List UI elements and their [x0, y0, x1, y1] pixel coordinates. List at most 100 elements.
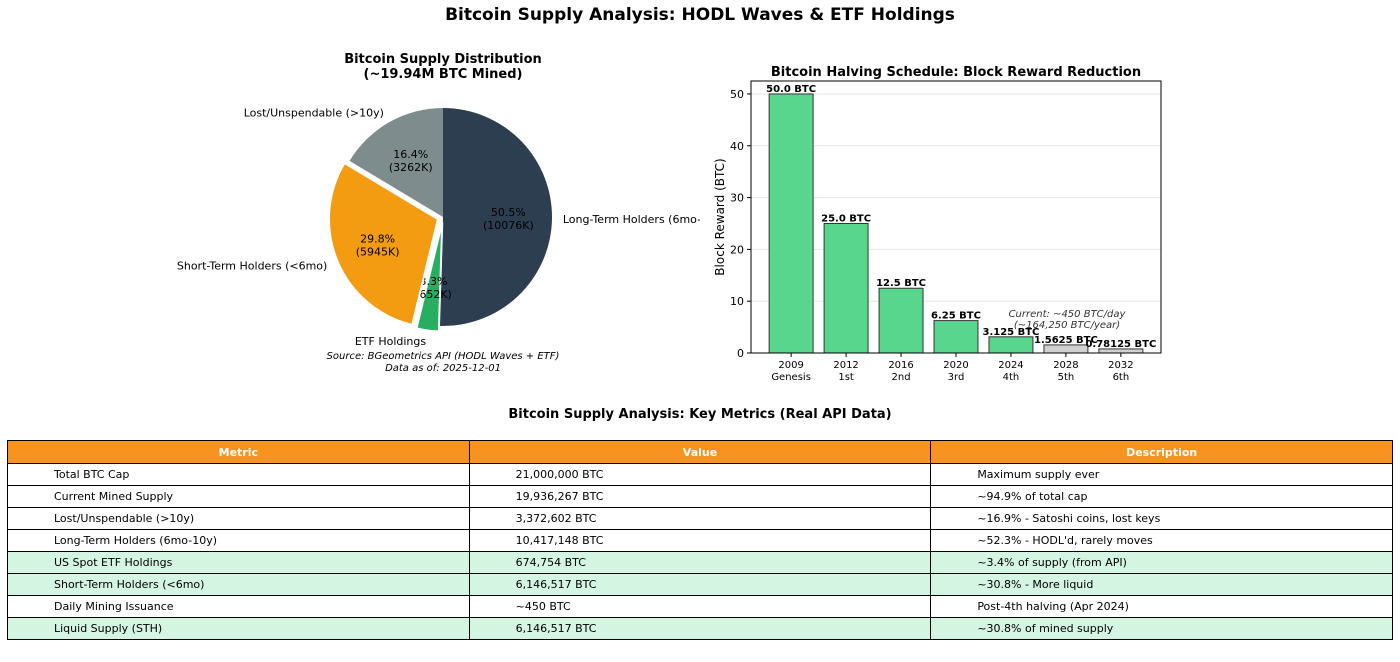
y-tick-label: 40 — [730, 140, 744, 153]
column-header-metric: Metric — [7, 440, 470, 464]
pie-slice — [415, 222, 444, 333]
table-row: Total BTC Cap 21,000,000 BTC Maximum suppl… — [7, 463, 1393, 486]
pie-footnote: Data as of: 2025-12-01 — [385, 363, 501, 374]
pie-slice-label: Short-Term Holders (<6mo) — [177, 259, 327, 272]
cell-description: Post-4th halving (Apr 2024) — [930, 595, 1393, 618]
x-tick-label: 5th — [1058, 372, 1075, 383]
bar-annotation: (~164,250 BTC/year) — [1014, 320, 1120, 331]
pie-slice-label: Lost/Unspendable (>10y) — [244, 107, 384, 120]
bar-data-label: 6.25 BTC — [931, 311, 981, 322]
cell-value: 6,146,517 BTC — [468, 573, 932, 596]
y-tick-label: 50 — [730, 88, 744, 101]
y-tick-label: 20 — [730, 243, 744, 256]
x-tick-label: 2020 — [943, 360, 968, 371]
x-tick-label: 2016 — [888, 360, 913, 371]
cell-metric: Liquid Supply (STH) — [7, 617, 470, 640]
pie-percent-label: 3.3% — [419, 275, 447, 288]
x-tick-label: 2012 — [833, 360, 858, 371]
table-row: Current Mined Supply 19,936,267 BTC ~94.9%… — [7, 485, 1393, 508]
cell-value: 10,417,148 BTC — [468, 529, 932, 552]
pie-slice-label: Long-Term Holders (6mo-10y) — [563, 213, 700, 226]
cell-metric: Current Mined Supply — [7, 485, 470, 508]
pie-slice — [349, 108, 443, 217]
figure-title: Bitcoin Supply Analysis: HODL Waves & ET… — [445, 5, 955, 25]
table-row: Lost/Unspendable (>10y) 3,372,602 BTC ~16.… — [7, 507, 1393, 530]
y-tick-label: 0 — [737, 347, 744, 360]
cell-description: ~3.4% of supply (from API) — [930, 551, 1393, 574]
bar-chart: Bitcoin Halving Schedule: Block Reward R… — [713, 65, 1162, 383]
x-tick-label: Genesis — [771, 372, 811, 383]
pie-value-label: (5945K) — [356, 245, 400, 258]
cell-metric: Lost/Unspendable (>10y) — [7, 507, 470, 530]
bar-data-label: 12.5 BTC — [876, 278, 926, 289]
metrics-table: Metric Value Description Total BTC Cap 21… — [7, 440, 1393, 640]
x-tick-label: 3rd — [948, 372, 965, 383]
pie-slice — [327, 161, 440, 327]
x-tick-label: 1st — [838, 372, 854, 383]
pie-value-label: (3262K) — [389, 161, 433, 174]
bar — [988, 336, 1034, 354]
table-header-row: Metric Value Description — [7, 440, 1393, 464]
bar-data-label: 1.5625 BTC — [1034, 335, 1098, 346]
x-tick-label: 2nd — [892, 372, 911, 383]
cell-value: 3,372,602 BTC — [468, 507, 932, 530]
plot-frame — [750, 80, 1162, 354]
cell-value: 21,000,000 BTC — [468, 463, 932, 486]
table-row: Daily Mining Issuance ~450 BTC Post-4th ha… — [7, 595, 1393, 618]
pie-title: Bitcoin Supply Distribution — [344, 52, 542, 67]
x-tick-label: 2032 — [1108, 360, 1133, 371]
bar-title: Bitcoin Halving Schedule: Block Reward R… — [771, 65, 1141, 80]
y-tick-label: 10 — [730, 295, 744, 308]
cell-value: 6,146,517 BTC — [468, 617, 932, 640]
y-tick-label: 30 — [730, 192, 744, 205]
cell-metric: Short-Term Holders (<6mo) — [7, 573, 470, 596]
cell-description: ~30.8% of mined supply — [930, 617, 1393, 640]
table-title: Bitcoin Supply Analysis: Key Metrics (Re… — [508, 407, 892, 422]
bar — [1043, 344, 1089, 354]
table-row: US Spot ETF Holdings 674,754 BTC ~3.4% of … — [7, 551, 1393, 574]
column-header-value: Value — [468, 440, 932, 464]
bar-data-label: 3.125 BTC — [983, 327, 1040, 338]
cell-description: ~30.8% - More liquid — [930, 573, 1393, 596]
cell-value: 19,936,267 BTC — [468, 485, 932, 508]
pie-percent-label: 50.5% — [491, 206, 526, 219]
cell-metric: Long-Term Holders (6mo-10y) — [7, 529, 470, 552]
cell-description: Maximum supply ever — [930, 463, 1393, 486]
bar — [933, 320, 979, 354]
x-tick-label: 2024 — [998, 360, 1023, 371]
bar-annotation: Current: ~450 BTC/day — [1009, 309, 1127, 320]
cell-metric: US Spot ETF Holdings — [7, 551, 470, 574]
y-axis-label: Block Reward (BTC) — [713, 158, 727, 275]
bar-data-label: 0.78125 BTC — [1085, 339, 1156, 350]
pie-percent-label: 29.8% — [360, 232, 395, 245]
table-row: Short-Term Holders (<6mo) 6,146,517 BTC ~3… — [7, 573, 1393, 596]
cell-value: ~450 BTC — [468, 595, 932, 618]
pie-slice — [439, 108, 553, 327]
pie-title: (~19.94M BTC Mined) — [364, 67, 523, 82]
x-tick-label: 2009 — [778, 360, 803, 371]
cell-value: 674,754 BTC — [468, 551, 932, 574]
pie-footnote: Source: BGeometrics API (HODL Waves + ET… — [327, 351, 560, 362]
table-row: Liquid Supply (STH) 6,146,517 BTC ~30.8% o… — [7, 617, 1393, 640]
bar — [878, 287, 924, 354]
pie-chart: Bitcoin Supply Distribution(~19.94M BTC … — [177, 52, 700, 374]
pie-value-label: (652K) — [415, 288, 452, 301]
x-tick-label: 6th — [1113, 372, 1130, 383]
cell-description: ~52.3% - HODL'd, rarely moves — [930, 529, 1393, 552]
bar — [768, 93, 814, 354]
pie-value-label: (10076K) — [483, 219, 534, 232]
x-tick-label: 4th — [1003, 372, 1020, 383]
pie-percent-label: 16.4% — [393, 148, 428, 161]
bar — [823, 222, 869, 354]
table-row: Long-Term Holders (6mo-10y) 10,417,148 BT… — [7, 529, 1393, 552]
cell-description: ~16.9% - Satoshi coins, lost keys — [930, 507, 1393, 530]
x-tick-label: 2028 — [1053, 360, 1078, 371]
cell-metric: Total BTC Cap — [7, 463, 470, 486]
pie-slice-label: ETF Holdings — [355, 335, 427, 348]
cell-description: ~94.9% of total cap — [930, 485, 1393, 508]
bar-data-label: 50.0 BTC — [766, 84, 816, 95]
cell-metric: Daily Mining Issuance — [7, 595, 470, 618]
bar-data-label: 25.0 BTC — [821, 213, 871, 224]
column-header-description: Description — [930, 440, 1393, 464]
